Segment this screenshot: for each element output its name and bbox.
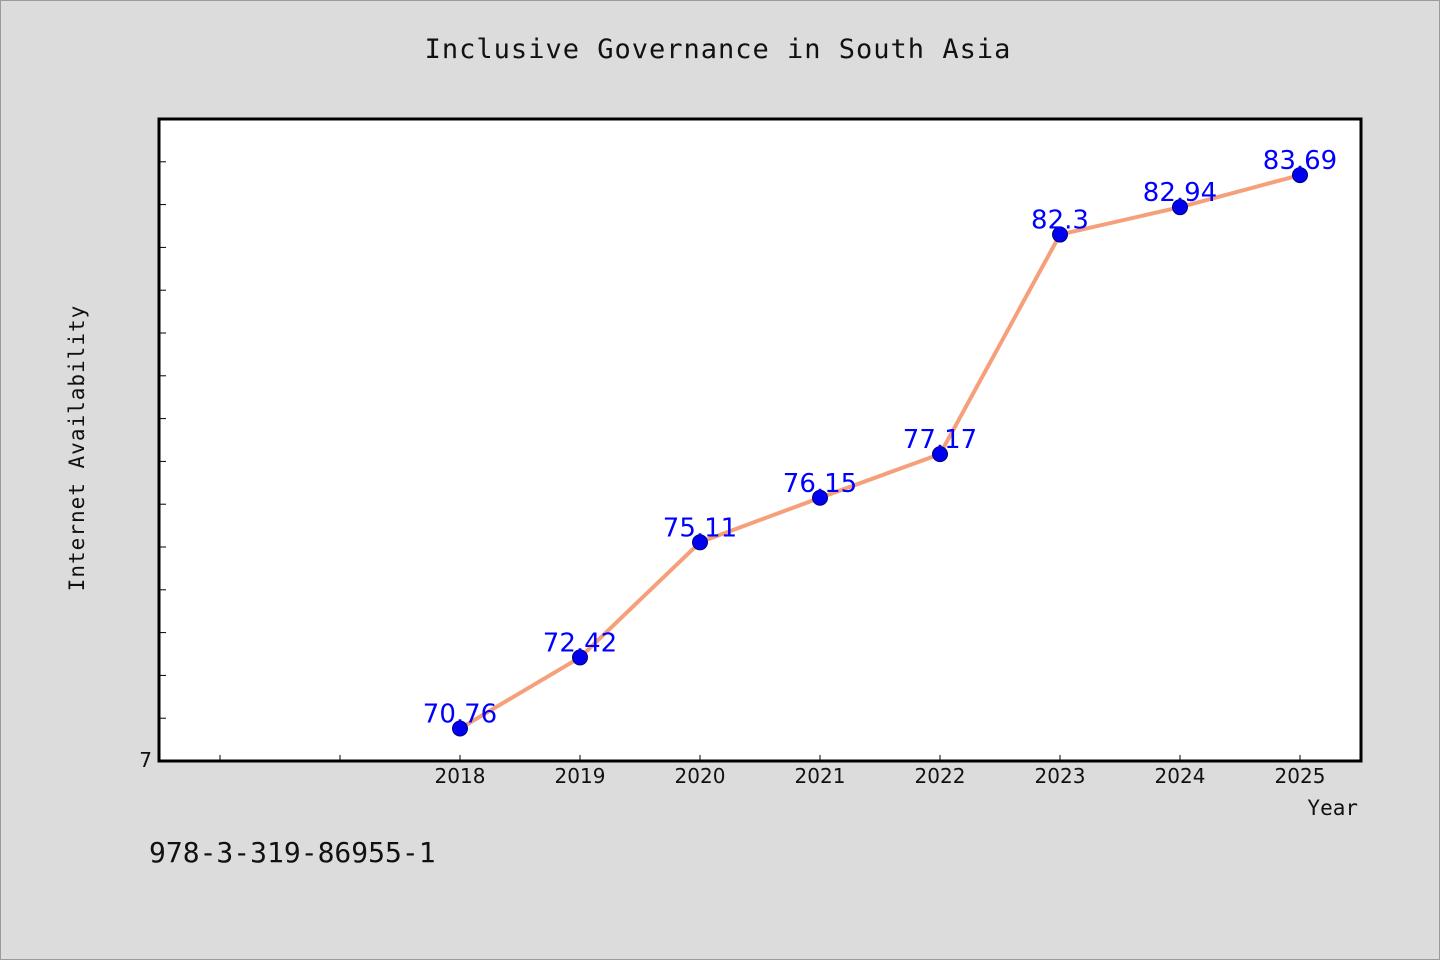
- plot-area: [157, 117, 1363, 763]
- series-line: [458, 173, 1301, 731]
- data-label: 70.76: [423, 699, 497, 729]
- footer-code: 978-3-319-86955-1: [149, 836, 436, 869]
- data-point: [812, 489, 828, 506]
- data-label: 83.69: [1263, 146, 1337, 176]
- data-point: [572, 649, 588, 666]
- data-point: [1052, 226, 1068, 243]
- data-point: [692, 534, 708, 551]
- chart-title: Inclusive Governance in South Asia: [424, 34, 1012, 65]
- x-tick-label: 2021: [795, 764, 846, 788]
- data-point: [1172, 199, 1188, 216]
- x-tick-label: 2025: [1275, 764, 1326, 788]
- x-axis-label: Year: [1307, 796, 1358, 820]
- data-label: 72.42: [543, 628, 617, 658]
- data-label: 82.3: [1031, 206, 1089, 236]
- x-tick-label: 2024: [1155, 764, 1206, 788]
- data-label: 76.15: [783, 469, 857, 499]
- x-tick-label: 2019: [555, 764, 606, 788]
- y-tick-label: 7: [139, 748, 152, 772]
- data-label: 82.94: [1143, 178, 1217, 208]
- x-tick-label: 2018: [435, 764, 486, 788]
- x-tick-label: 2020: [675, 764, 726, 788]
- x-tick-label: 2023: [1035, 764, 1086, 788]
- data-label: 77.17: [903, 425, 977, 455]
- data-label: 75.11: [663, 513, 737, 543]
- data-point: [1292, 167, 1308, 184]
- x-tick-label: 2022: [915, 764, 966, 788]
- data-point: [452, 720, 468, 737]
- data-point: [932, 446, 948, 463]
